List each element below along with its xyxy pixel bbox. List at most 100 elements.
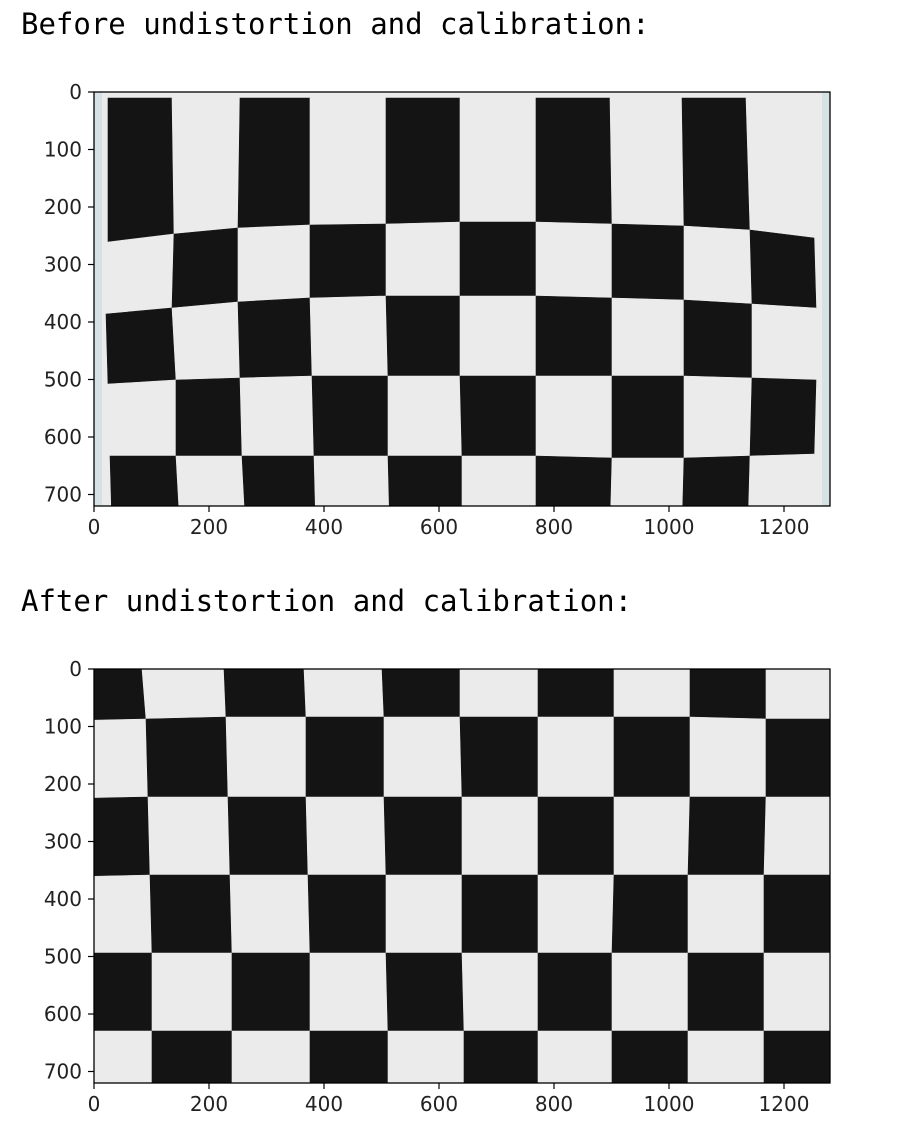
checker-square [461,874,539,954]
checker-square [609,97,685,227]
checker-square [611,874,689,954]
checker-square [763,796,830,876]
checker-square [227,796,309,876]
checker-square [239,375,315,457]
checker-square [537,716,615,798]
checker-square [459,221,537,297]
checker-square [683,375,753,459]
checker-square [145,716,229,798]
y-tick-label: 500 [44,368,82,392]
checker-square [765,669,830,720]
x-tick-label: 1000 [644,1092,695,1116]
checker-square [749,229,817,309]
x-tick-label: 600 [420,515,458,539]
checker-square [535,455,613,506]
checker-square [109,455,180,506]
checker-square [229,874,311,954]
left-edge [94,92,102,506]
checker-square [681,97,751,231]
after-calibration-figure: 0 200 400 600 800 1000 1200 0 100 200 300 400 500 60… [44,657,831,1116]
y-tick-label: 300 [44,830,82,854]
checker-square [535,221,613,299]
checker-square [105,233,175,315]
checker-square [303,669,385,718]
checker-square [613,716,691,798]
y-tick-label: 300 [44,253,82,277]
checker-square [689,669,767,720]
checker-square [748,453,815,506]
checker-square [687,874,765,954]
checker-square [463,1030,539,1083]
y-tick-label: 100 [44,715,82,739]
checker-square [231,952,311,1032]
checker-square [611,952,689,1032]
checker-square [305,796,387,876]
x-tick-label: 400 [305,515,343,539]
checker-square [537,796,615,876]
x-tick-label: 1200 [759,515,810,539]
checker-square [147,796,231,876]
checker-square [537,952,613,1032]
checker-square [682,455,751,506]
checker-square [751,303,817,381]
checker-square [763,1030,830,1083]
checker-square [381,669,461,718]
checker-square [459,716,539,798]
x-tick-label: 200 [190,1092,228,1116]
checker-square [459,97,537,223]
checker-square [305,716,385,798]
y-tick-label: 100 [44,138,82,162]
checker-square [537,874,615,954]
x-tick-label: 1200 [759,1092,810,1116]
checker-square [141,669,227,720]
checker-square [387,1030,465,1083]
checker-square [611,375,685,459]
checker-square [151,1030,233,1083]
plot-frame [93,91,831,507]
checker-square [385,874,463,954]
checker-square [225,716,307,798]
after-caption: After undistortion and calibration: [21,584,633,618]
y-tick-label: 0 [69,657,82,681]
x-tick-label: 0 [88,1092,101,1116]
checker-square [611,297,685,377]
x-tick-label: 800 [535,1092,573,1116]
y-tick-label: 500 [44,945,82,969]
checker-square [309,295,389,377]
checker-square [149,874,233,954]
checker-square [311,375,389,457]
right-edge [822,92,830,506]
checker-square [689,716,767,798]
checker-square [763,952,830,1032]
checker-square [387,455,463,506]
checker-square [241,455,316,506]
checker-square [610,457,685,506]
y-axis-ticks: 0 100 200 300 400 500 600 700 [44,657,94,1084]
checker-square [112,526,184,550]
checker-square [309,952,389,1032]
checker-square [611,223,685,301]
y-axis-ticks: 0 100 200 300 400 500 600 700 [44,80,94,507]
checker-square [687,1030,765,1083]
checker-square [537,669,615,718]
checker-square [611,1030,689,1083]
checker-square [749,377,817,457]
checker-square [683,299,753,379]
y-tick-label: 400 [44,310,82,334]
y-tick-label: 600 [44,1002,82,1026]
checker-square [309,97,387,226]
plot-frame [93,668,831,1084]
x-axis-ticks: 0 200 400 600 800 1000 1200 [88,1083,810,1116]
checker-square [683,225,753,305]
checker-square [765,718,830,798]
checker-square [687,796,767,876]
checker-square [307,874,387,954]
checker-square [385,221,461,297]
checker-square [171,301,241,381]
y-tick-label: 200 [44,772,82,796]
checker-square [535,295,613,377]
checker-square [223,669,307,718]
checker-square [461,952,539,1032]
checker-square [613,796,691,876]
x-tick-label: 1000 [644,515,695,539]
